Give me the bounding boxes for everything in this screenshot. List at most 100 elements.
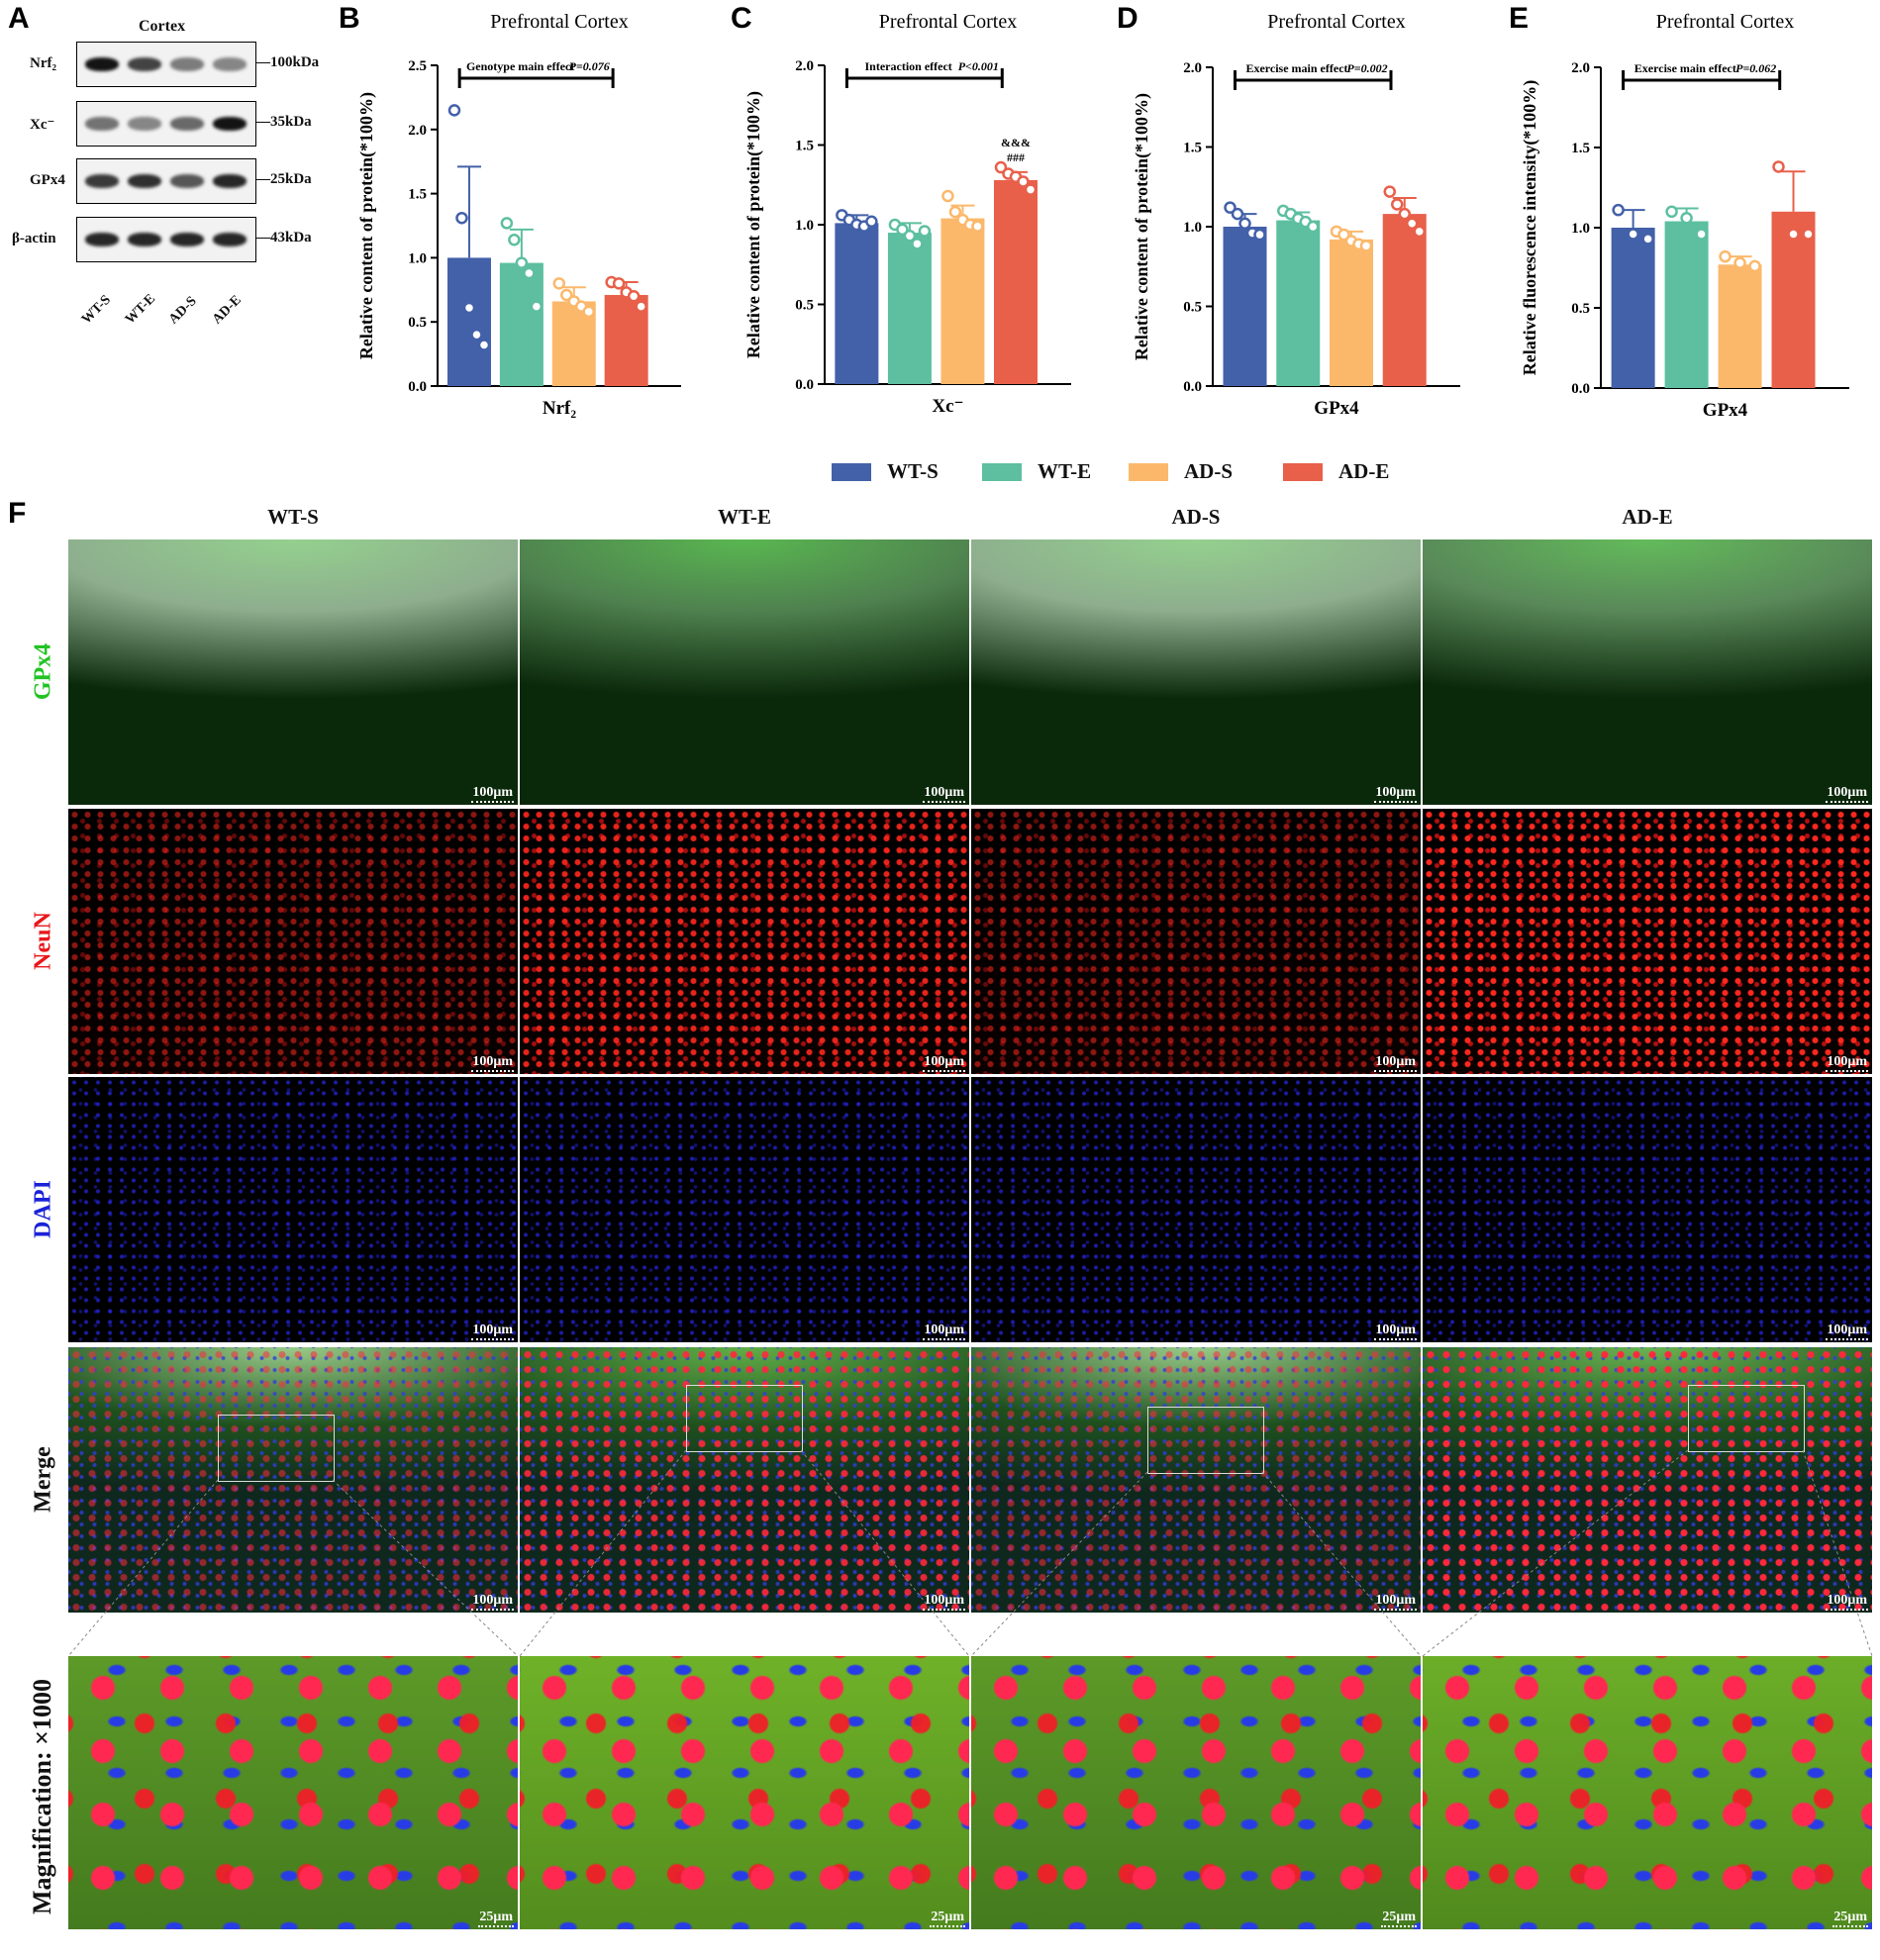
data-point: [470, 328, 483, 342]
y-tick-label: 2.0: [795, 58, 814, 74]
data-point: [1665, 205, 1678, 219]
data-point: [552, 277, 566, 290]
data-point: [896, 223, 909, 237]
scale-bar: 25μm: [930, 1911, 965, 1927]
data-point: [477, 339, 491, 351]
blot-band: [128, 57, 161, 71]
zoom-region-box: [1688, 1385, 1805, 1452]
micro-image-neun: 100μm: [1423, 809, 1872, 1074]
bar: [446, 257, 491, 386]
y-tick-label: 1.0: [1183, 220, 1202, 236]
micro-image-merge: 100μm: [1423, 1347, 1872, 1613]
significance-mark: ###: [1007, 150, 1025, 164]
bar: [835, 223, 879, 384]
blot-title: Cortex: [139, 18, 186, 35]
legend-swatch: [1129, 462, 1168, 481]
data-point: [1231, 207, 1244, 221]
blot-band: [128, 174, 161, 188]
blot-membrane: [76, 158, 256, 204]
p-value: P=0.076: [569, 59, 610, 73]
blot-band: [170, 233, 204, 246]
scale-bar: 100μm: [923, 1594, 965, 1611]
micro-image-gpx4: 100μm: [1423, 539, 1872, 805]
data-point: [911, 238, 924, 250]
x-axis-label: GPx4: [1703, 400, 1748, 421]
y-tick-label: 0.5: [1571, 301, 1590, 317]
blot-band: [85, 233, 119, 246]
y-tick-label: 1.5: [408, 187, 427, 203]
legend-item: WT-S: [832, 459, 939, 484]
scale-bar: 100μm: [1826, 786, 1868, 803]
blot-band: [170, 174, 204, 188]
data-point: [508, 234, 521, 246]
micro-image-zoom: 25μm: [971, 1656, 1421, 1929]
blot-membrane: [76, 217, 256, 262]
effect-label: Genotype main effect: [466, 59, 574, 73]
y-tick-label: 1.5: [795, 139, 814, 154]
blot-band: [170, 57, 204, 71]
scale-bar: 100μm: [923, 786, 965, 803]
blot-membrane: [76, 101, 256, 147]
chart-title: Prefrontal Cortex: [490, 11, 628, 33]
y-tick-label: 0.5: [795, 298, 814, 314]
data-point: [1680, 212, 1693, 225]
y-tick-label: 1.0: [1571, 221, 1590, 237]
data-point: [1359, 240, 1373, 252]
blot-band: [85, 174, 119, 188]
data-point: [1627, 228, 1639, 241]
data-point: [918, 225, 932, 238]
bar: [1718, 264, 1762, 388]
data-point: [1641, 233, 1654, 245]
data-point: [1253, 228, 1266, 242]
data-point: [903, 230, 917, 243]
bar: [1382, 214, 1427, 386]
blot-band: [213, 233, 247, 246]
blot-row-label: GPx4: [30, 172, 65, 188]
data-point: [994, 160, 1008, 174]
scale-bar: 100μm: [923, 1055, 965, 1072]
micro-image-neun: 100μm: [971, 809, 1421, 1074]
panel-letter-c: C: [731, 2, 752, 35]
data-point: [1224, 201, 1237, 214]
y-axis-label: Relative content of protein(*100%): [356, 92, 377, 359]
significance-mark: &&&: [1001, 136, 1031, 149]
blot-row-label: Nrf₂: [30, 55, 56, 71]
blot-band: [128, 117, 161, 131]
bar: [1276, 220, 1321, 386]
data-point: [515, 256, 529, 269]
y-tick-label: 1.5: [1183, 141, 1202, 156]
y-tick-label: 2.0: [1571, 60, 1590, 76]
blot-band: [213, 174, 247, 188]
bar: [499, 262, 544, 386]
legend-swatch: [1283, 462, 1323, 481]
p-value: P<0.001: [958, 59, 999, 73]
micro-image-dapi: 100μm: [1423, 1077, 1872, 1342]
zoom-region-box: [1147, 1407, 1264, 1474]
scale-bar: 100μm: [1826, 1323, 1868, 1340]
y-tick-label: 1.0: [795, 218, 814, 234]
scale-bar: 25μm: [1832, 1911, 1868, 1927]
y-axis-label: Relative fluorescence intensity(*100%): [1520, 80, 1540, 376]
panel-letter-f: F: [8, 497, 27, 530]
bar: [1330, 239, 1373, 386]
data-point: [1695, 228, 1708, 241]
legend-item: AD-E: [1283, 459, 1389, 484]
data-point: [462, 301, 476, 315]
blot-row-label: Xc⁻: [30, 117, 55, 133]
scale-bar: 100μm: [1374, 786, 1417, 803]
panel-letter-a: A: [8, 2, 30, 35]
y-tick-label: 2.0: [408, 123, 427, 139]
scale-bar: 100μm: [1374, 1055, 1417, 1072]
blot-band: [170, 117, 204, 131]
x-axis-label: Nrf₂: [543, 398, 576, 419]
data-point: [1024, 183, 1038, 196]
bar: [993, 179, 1038, 384]
blot-band: [213, 117, 247, 131]
panel-letter-b: B: [339, 2, 360, 35]
legend-item: WT-E: [982, 459, 1091, 484]
p-value: P=0.002: [1346, 61, 1387, 75]
y-tick-label: 2.5: [408, 58, 427, 74]
data-point: [941, 189, 954, 203]
y-tick-label: 1.0: [408, 250, 427, 266]
data-point: [612, 277, 626, 290]
